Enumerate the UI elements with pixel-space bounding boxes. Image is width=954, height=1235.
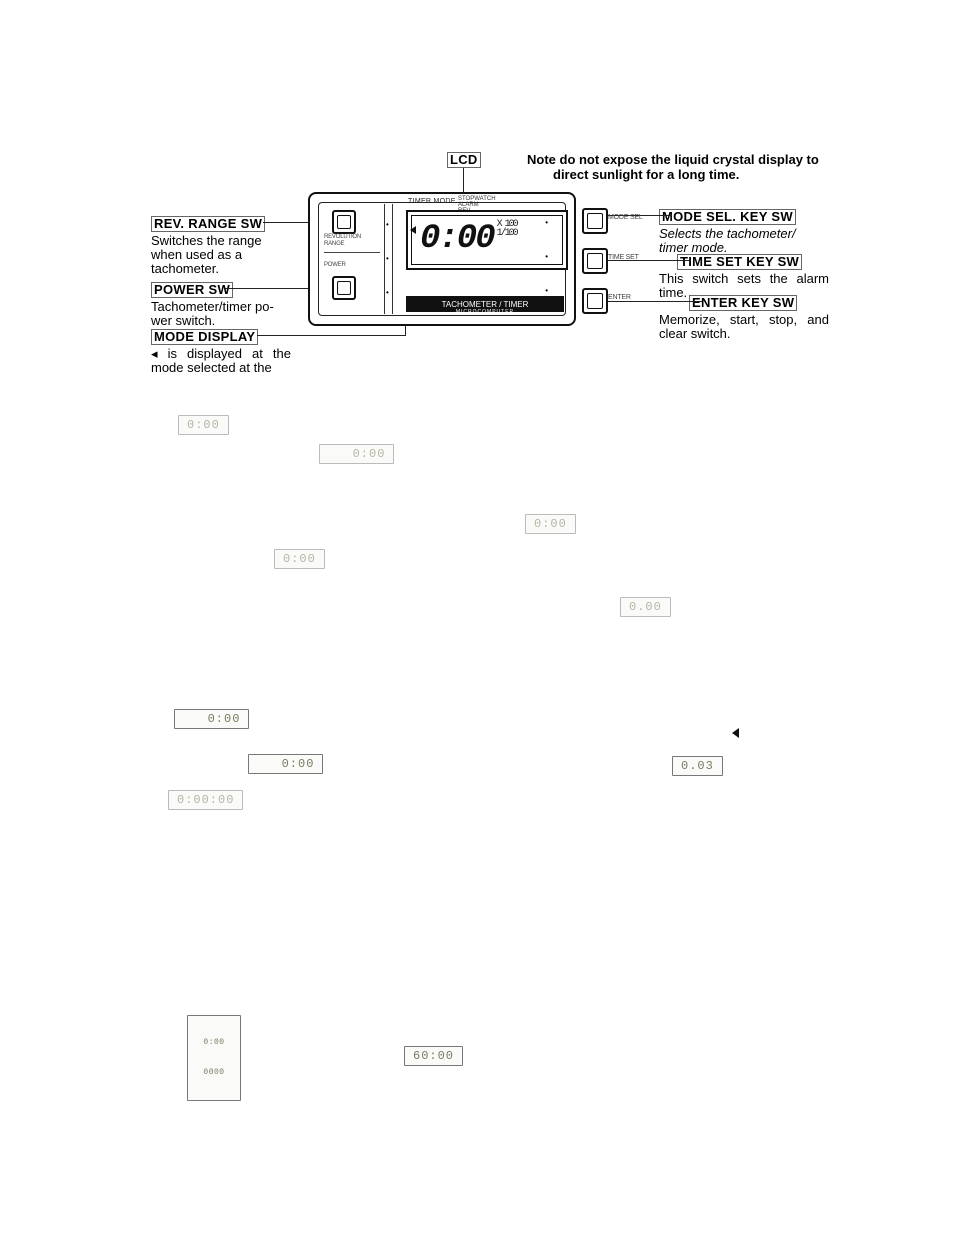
note-line2: direct sunlight for a long time.	[527, 167, 739, 182]
lcd-digit-value: 0:00	[420, 220, 494, 258]
mini-lcd-j: 0:00 0000	[187, 1015, 241, 1101]
mini-lcd-c: 0:00	[525, 514, 576, 534]
mini-lcd-h: 0.03	[672, 756, 723, 776]
device-right-led-1: •	[545, 218, 548, 227]
mode-indicator-icon	[410, 226, 416, 234]
mini-lcd-g: 0:00	[248, 754, 323, 774]
device-sep-left2	[392, 204, 393, 314]
mode-display-leader-h	[257, 335, 405, 336]
mode-sel-btn-text: MODE SEL	[608, 214, 643, 221]
device-right-led-3: •	[545, 286, 548, 295]
enter-desc: Memorize, start, stop, and clear switch.	[659, 313, 829, 341]
mode-sel-title: MODE SEL. KEY SW	[659, 209, 796, 225]
lcd-digits: 0:00X 1001/100	[420, 220, 517, 258]
mode-display-desc: ◂ is displayed at the mode selected at t…	[151, 347, 291, 375]
mode-display-title: MODE DISPLAY	[151, 329, 258, 345]
rev-range-btn-text1: REVOLUTION	[324, 234, 366, 240]
lcd-label: LCD	[447, 152, 481, 168]
rev-range-button[interactable]	[332, 210, 356, 234]
power-btn-text: POWER	[324, 262, 346, 268]
mode-sel-label: MODE SEL. KEY SW Selects the tachometer/…	[659, 209, 829, 255]
lcd-label-text: LCD	[447, 152, 481, 168]
lcd-header: TIMER MODE	[408, 198, 456, 205]
rev-range-btn-text2: RANGE	[324, 241, 344, 247]
mini-lcd-b: 0:00	[319, 444, 394, 464]
device-mode-led-1: •	[386, 220, 389, 229]
device: REVOLUTION RANGE POWER • • • TIMER MODE …	[308, 192, 576, 326]
exposure-note: Note do not expose the liquid crystal di…	[527, 152, 827, 182]
enter-leader	[606, 301, 702, 302]
lcd-title-bar-sub: MICROCOMPUTER	[407, 310, 563, 315]
power-button[interactable]	[332, 276, 356, 300]
rev-range-title: REV. RANGE SW	[151, 216, 265, 232]
power-desc: Tachometer/timer po- wer switch.	[151, 300, 281, 328]
left-panel-divider	[324, 252, 380, 253]
mini-lcd-d: 0:00	[274, 549, 325, 569]
lcd-leader	[463, 168, 464, 194]
enter-button[interactable]	[582, 288, 608, 314]
rev-range-label: REV. RANGE SW Switches the range when us…	[151, 216, 281, 276]
mode-sel-desc: Selects the tachometer/ timer mode.	[659, 227, 829, 255]
mini-lcd-j-bot: 0000	[194, 1069, 234, 1077]
device-sep-left	[384, 204, 385, 314]
triangle-mark-icon	[732, 728, 739, 738]
power-title: POWER SW	[151, 282, 233, 298]
mini-lcd-e: 0.00	[620, 597, 671, 617]
lcd-title-bar: TACHOMETER / TIMER MICROCOMPUTER	[406, 296, 564, 312]
device-right-led-2: •	[545, 252, 548, 261]
enter-title: ENTER KEY SW	[689, 295, 797, 311]
time-set-title: TIME SET KEY SW	[677, 254, 802, 270]
device-mode-led-2: •	[386, 254, 389, 263]
note-line1: Note do not expose the liquid crystal di…	[527, 152, 819, 167]
enter-btn-text: ENTER	[608, 294, 631, 301]
lcd-title-bar-text: TACHOMETER / TIMER	[442, 300, 529, 309]
time-set-btn-text: TIME SET	[608, 254, 639, 261]
mini-lcd-i: 0:00:00	[168, 790, 243, 810]
lcd-1-100: 1/100	[497, 228, 517, 239]
mini-lcd-j-top: 0:00	[194, 1039, 234, 1047]
mini-lcd-f: 0:00	[174, 709, 249, 729]
page: LCD Note do not expose the liquid crysta…	[0, 0, 954, 1235]
rev-range-desc: Switches the range when used as a tachom…	[151, 234, 281, 276]
mini-lcd-k: 60:00	[404, 1046, 463, 1066]
time-set-button[interactable]	[582, 248, 608, 274]
mode-sel-button[interactable]	[582, 208, 608, 234]
mini-lcd-a: 0:00	[178, 415, 229, 435]
device-mode-led-3: •	[386, 288, 389, 297]
